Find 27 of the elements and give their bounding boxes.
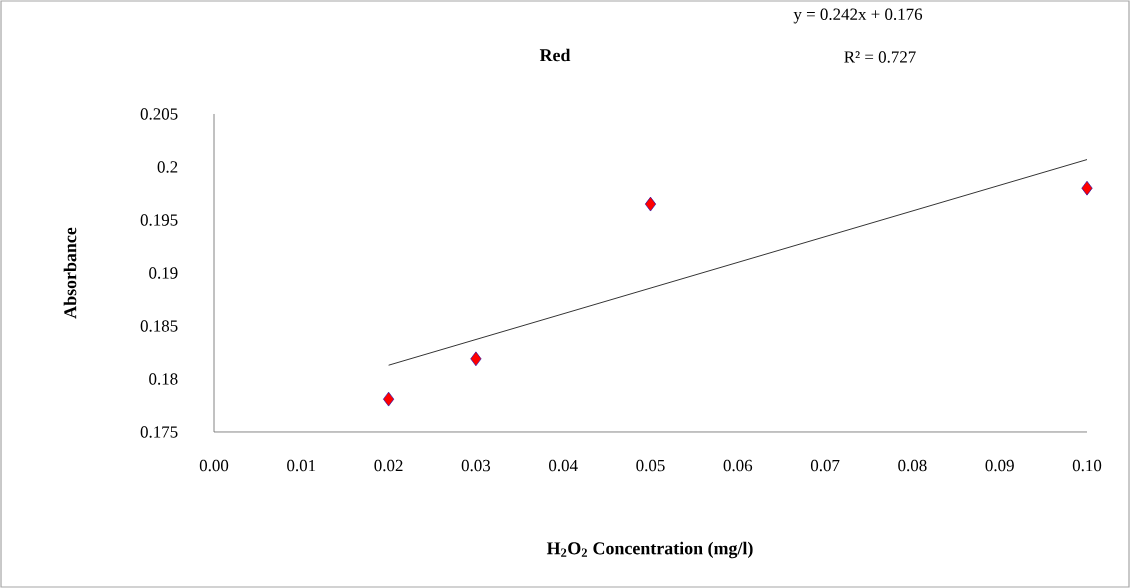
y-tick-label: 0.18 — [149, 373, 178, 385]
point — [644, 196, 657, 212]
y-axis-title: Absorbance — [63, 227, 77, 319]
x-tick-label: 0.04 — [549, 459, 578, 472]
y-tick-label: 0.195 — [140, 214, 178, 226]
y-tick-label: 0.175 — [140, 426, 178, 438]
y-tick-label: 0.2 — [157, 161, 178, 173]
text: R² = 0.727 — [844, 51, 916, 63]
x-tick-label: 0.01 — [287, 459, 316, 472]
point — [1081, 180, 1093, 196]
x-tick-label: 0.08 — [898, 459, 927, 472]
x-tick-label: 0.06 — [723, 459, 753, 472]
point — [470, 351, 482, 367]
y-tick-label: 0.19 — [149, 267, 178, 279]
y-tick-label: 0.185 — [140, 320, 178, 332]
x-tick-label: 0.02 — [374, 459, 403, 472]
x-tick-label: 0.05 — [636, 459, 665, 472]
chart-title: Red — [539, 48, 571, 62]
text: y = 0.242x + 0.176 — [793, 8, 923, 24]
point — [383, 391, 395, 407]
x-tick-label: 0.07 — [810, 459, 840, 472]
x-tick-label: 0.09 — [985, 459, 1014, 472]
x-axis-title: H$_{2}$O$_{2}$ Concentration (mg/l) — [546, 541, 753, 559]
y-tick-label: 0.205 — [140, 108, 178, 120]
x-tick-label: 0.03 — [461, 459, 491, 472]
x-tick-label: 0.00 — [199, 459, 229, 472]
x-tick-label: 0.10 — [1072, 459, 1102, 472]
